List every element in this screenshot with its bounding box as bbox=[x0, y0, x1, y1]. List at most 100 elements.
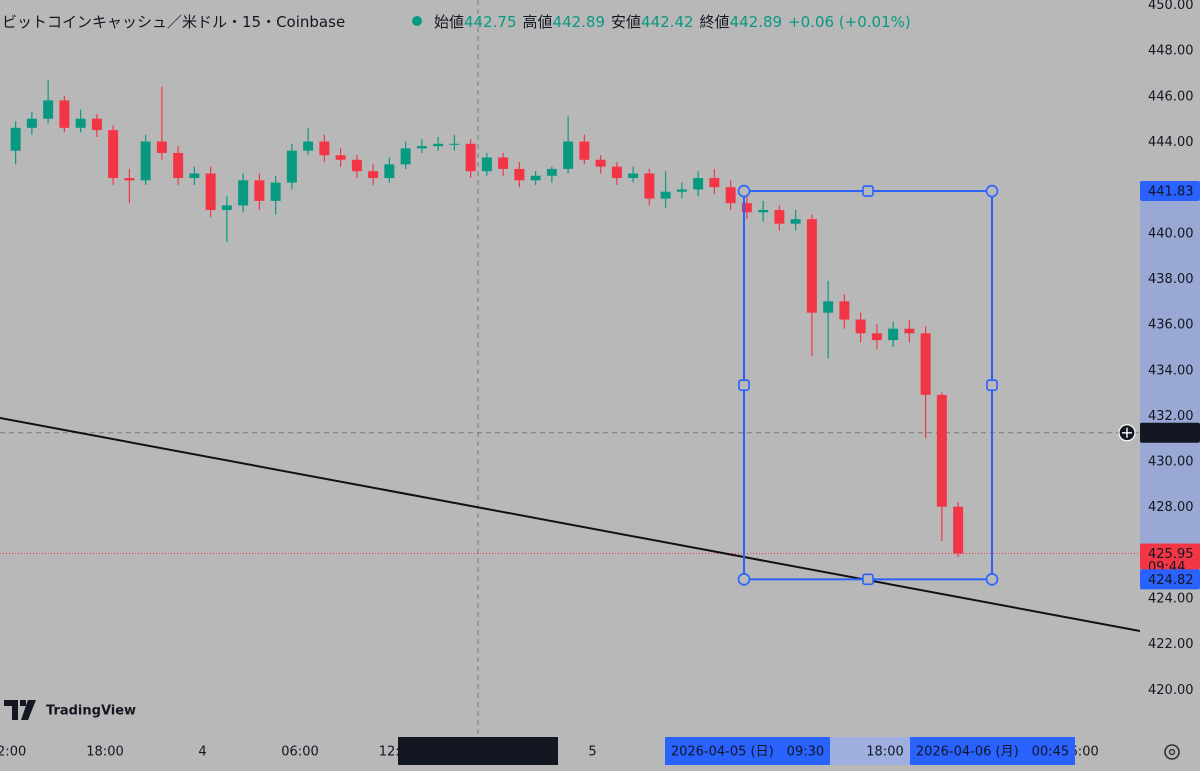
y-tick-label: 448.00 bbox=[1148, 44, 1194, 59]
candle-body bbox=[43, 100, 54, 119]
y-tick-label: 444.00 bbox=[1148, 135, 1194, 150]
candle-body bbox=[124, 178, 135, 181]
candle-body bbox=[254, 180, 265, 201]
range-end-label: 2026-04-06 (月) 00:45 bbox=[916, 745, 1069, 760]
candle-body bbox=[530, 175, 541, 181]
candle-body bbox=[368, 171, 379, 179]
candle-body bbox=[384, 164, 395, 179]
y-tick-label: 434.00 bbox=[1148, 363, 1194, 378]
y-tick-label: 446.00 bbox=[1148, 89, 1194, 104]
candle-body bbox=[579, 141, 590, 160]
last-price-box bbox=[1140, 543, 1200, 570]
candle-body bbox=[806, 219, 817, 313]
settings-icon bbox=[1164, 744, 1180, 760]
candle-body bbox=[140, 141, 151, 181]
candle-body bbox=[303, 141, 314, 151]
candle-body bbox=[156, 141, 167, 153]
candle-body bbox=[10, 127, 21, 151]
legend-item: 442.89 bbox=[730, 13, 783, 31]
legend-item: 442.75 bbox=[464, 13, 517, 31]
candle-body bbox=[920, 333, 931, 395]
y-tick-label: 450.00 bbox=[1148, 0, 1194, 13]
candle-body bbox=[91, 118, 102, 131]
candle-body bbox=[416, 146, 427, 149]
candle-body bbox=[270, 182, 281, 201]
candle-body bbox=[189, 173, 200, 179]
x-tick-label: 5 bbox=[588, 745, 596, 760]
candle-body bbox=[286, 150, 297, 183]
candle-body bbox=[595, 159, 606, 167]
candle-body bbox=[888, 328, 899, 341]
candle-body bbox=[611, 166, 622, 179]
candle-body bbox=[725, 187, 736, 204]
candle-body bbox=[628, 173, 639, 179]
legend-item: ビットコインキャッシュ／米ドル・15・Coinbase bbox=[2, 13, 345, 31]
handle bbox=[986, 379, 998, 391]
handle bbox=[737, 184, 751, 198]
handle bbox=[985, 573, 999, 586]
candle-body bbox=[660, 191, 671, 199]
y-tick-label: 438.00 bbox=[1148, 272, 1194, 287]
candle-body bbox=[871, 333, 882, 341]
x-tick-label: 18:00 bbox=[86, 745, 123, 760]
x-tick-label: 12:00 bbox=[0, 745, 26, 760]
range-start-label: 2026-04-05 (日) 09:30 bbox=[671, 745, 824, 760]
range-start-label-box bbox=[665, 737, 830, 765]
y-tick-label: 428.00 bbox=[1148, 500, 1194, 515]
candle-body bbox=[839, 301, 850, 320]
candle-body bbox=[563, 141, 574, 169]
x-tick-label: 06:00 bbox=[281, 745, 318, 760]
candle-body bbox=[514, 168, 525, 181]
handle bbox=[738, 379, 750, 391]
y-tick-label: 422.00 bbox=[1148, 637, 1194, 652]
candle-body bbox=[433, 143, 444, 147]
legend-item: 終値 bbox=[700, 13, 730, 31]
status-dot bbox=[412, 16, 422, 26]
candle-body bbox=[546, 168, 557, 176]
candle-body bbox=[59, 100, 70, 128]
legend-item: 442.42 bbox=[641, 13, 694, 31]
candle-body bbox=[823, 301, 834, 313]
handle bbox=[737, 573, 751, 586]
range-bottom-label: 424.82 bbox=[1148, 573, 1194, 588]
candle-body bbox=[936, 394, 947, 507]
legend-item: +0.06 (+0.01%) bbox=[788, 13, 911, 31]
settings-icon-center bbox=[1168, 748, 1176, 756]
price-range-band bbox=[1140, 191, 1200, 580]
candle-body bbox=[108, 130, 119, 179]
crosshair-price-label-box bbox=[1140, 422, 1200, 443]
crosshair-time-label-box bbox=[398, 737, 558, 765]
candle-body bbox=[904, 328, 915, 334]
legend-item: 442.89 bbox=[553, 13, 606, 31]
y-tick-label: 430.00 bbox=[1148, 455, 1194, 470]
candle-body bbox=[26, 118, 37, 128]
y-tick-label: 420.00 bbox=[1148, 683, 1194, 698]
legend-item: 安値 bbox=[611, 13, 641, 31]
candle-body bbox=[498, 157, 509, 169]
handle bbox=[985, 184, 999, 198]
range-bottom-label-box bbox=[1140, 569, 1200, 590]
candle-body bbox=[758, 210, 769, 213]
y-tick-label: 424.00 bbox=[1148, 592, 1194, 607]
y-tick-label: 440.00 bbox=[1148, 226, 1194, 241]
candle-body bbox=[75, 118, 86, 128]
candle-body bbox=[644, 173, 655, 199]
candle-body bbox=[351, 159, 362, 172]
range-top-label: 441.83 bbox=[1148, 185, 1194, 200]
ohlc-legend: 始値442.75 高値442.89 安値442.42 終値442.89 +0.06 (+… bbox=[434, 13, 911, 31]
legend-item: 始値 bbox=[434, 13, 464, 31]
x-tick-label: 4 bbox=[198, 745, 206, 760]
crosshair-price-label: 431.24 bbox=[1148, 426, 1194, 441]
candle-body bbox=[173, 152, 184, 179]
candle-body bbox=[238, 180, 249, 206]
logo-mark bbox=[4, 700, 36, 720]
crosshair-plus bbox=[1122, 427, 1132, 438]
candle-body bbox=[400, 148, 411, 165]
candle-body bbox=[335, 155, 346, 160]
candle-body bbox=[676, 189, 687, 192]
chart-title: ビットコインキャッシュ／米ドル・15・Coinbase bbox=[2, 13, 345, 31]
candle-body bbox=[774, 210, 785, 224]
range-end-label-box bbox=[910, 737, 1075, 765]
